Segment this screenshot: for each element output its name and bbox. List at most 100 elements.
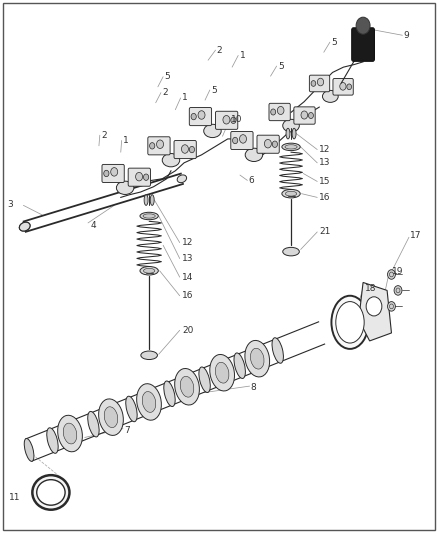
Text: 19: 19: [392, 268, 403, 276]
Ellipse shape: [336, 302, 364, 343]
Ellipse shape: [285, 145, 297, 149]
Text: 16: 16: [319, 193, 331, 202]
Text: 9: 9: [403, 31, 409, 40]
Text: 18: 18: [365, 284, 376, 293]
Text: 3: 3: [7, 200, 13, 209]
Circle shape: [181, 145, 188, 154]
Ellipse shape: [286, 128, 290, 139]
Text: 5: 5: [164, 72, 170, 81]
Ellipse shape: [47, 428, 58, 453]
Circle shape: [136, 172, 143, 181]
Ellipse shape: [137, 384, 161, 420]
Circle shape: [104, 170, 109, 176]
Ellipse shape: [175, 368, 199, 405]
FancyBboxPatch shape: [294, 107, 315, 124]
Text: 12: 12: [182, 238, 193, 247]
FancyBboxPatch shape: [309, 75, 330, 92]
FancyBboxPatch shape: [148, 137, 170, 155]
Ellipse shape: [251, 348, 264, 369]
Ellipse shape: [272, 338, 283, 364]
Circle shape: [156, 140, 163, 149]
Text: 15: 15: [319, 177, 331, 186]
Ellipse shape: [117, 181, 134, 195]
Ellipse shape: [24, 439, 34, 462]
FancyBboxPatch shape: [215, 111, 238, 130]
Text: 2: 2: [101, 131, 107, 140]
Circle shape: [347, 84, 352, 90]
Ellipse shape: [282, 143, 300, 151]
Text: 11: 11: [9, 493, 20, 502]
Ellipse shape: [143, 214, 155, 218]
Circle shape: [198, 111, 205, 119]
Circle shape: [301, 111, 307, 119]
Ellipse shape: [282, 189, 300, 198]
Ellipse shape: [142, 392, 156, 413]
Ellipse shape: [215, 362, 229, 383]
Ellipse shape: [199, 367, 210, 392]
Text: 7: 7: [124, 426, 130, 435]
Circle shape: [318, 78, 324, 86]
Text: 2: 2: [162, 88, 168, 97]
Circle shape: [277, 107, 284, 115]
Text: 1: 1: [182, 93, 187, 102]
Circle shape: [265, 140, 272, 148]
Text: 6: 6: [249, 176, 254, 185]
Circle shape: [271, 109, 276, 115]
Circle shape: [366, 297, 382, 316]
Ellipse shape: [283, 119, 299, 132]
Ellipse shape: [126, 396, 137, 422]
Circle shape: [189, 147, 194, 153]
FancyBboxPatch shape: [269, 103, 290, 120]
Text: 10: 10: [231, 115, 243, 124]
Ellipse shape: [19, 222, 30, 231]
Ellipse shape: [245, 341, 270, 377]
Ellipse shape: [37, 480, 65, 505]
Circle shape: [340, 83, 346, 90]
Circle shape: [356, 17, 370, 34]
FancyBboxPatch shape: [231, 132, 253, 150]
Ellipse shape: [332, 296, 368, 349]
Text: 4: 4: [90, 221, 96, 230]
Ellipse shape: [177, 175, 187, 183]
Ellipse shape: [283, 247, 299, 256]
Ellipse shape: [388, 302, 396, 311]
Ellipse shape: [204, 124, 221, 138]
Text: 14: 14: [182, 273, 193, 281]
Text: 13: 13: [319, 158, 331, 167]
FancyBboxPatch shape: [352, 28, 374, 61]
Ellipse shape: [292, 128, 296, 139]
Ellipse shape: [210, 354, 234, 391]
FancyBboxPatch shape: [189, 108, 212, 126]
FancyBboxPatch shape: [102, 165, 124, 182]
Ellipse shape: [162, 154, 180, 167]
Ellipse shape: [322, 91, 338, 102]
Text: 5: 5: [211, 85, 217, 94]
Circle shape: [240, 135, 247, 143]
Ellipse shape: [394, 286, 402, 295]
Circle shape: [150, 143, 155, 149]
Ellipse shape: [245, 148, 263, 161]
Ellipse shape: [234, 353, 245, 378]
Circle shape: [272, 141, 278, 148]
Ellipse shape: [99, 399, 124, 435]
Ellipse shape: [58, 415, 82, 452]
Polygon shape: [359, 282, 392, 341]
Circle shape: [233, 138, 238, 144]
Ellipse shape: [63, 423, 77, 444]
Text: 8: 8: [251, 383, 256, 392]
Ellipse shape: [180, 376, 194, 397]
Ellipse shape: [164, 381, 175, 407]
Circle shape: [308, 112, 314, 118]
Circle shape: [111, 167, 118, 176]
Text: 20: 20: [182, 326, 193, 335]
Text: 1: 1: [123, 136, 129, 145]
Text: 21: 21: [319, 228, 331, 237]
Text: 5: 5: [331, 38, 337, 47]
Text: 12: 12: [319, 145, 331, 154]
Text: 13: 13: [182, 254, 194, 263]
Ellipse shape: [140, 266, 158, 275]
FancyBboxPatch shape: [257, 135, 279, 154]
Ellipse shape: [32, 475, 70, 510]
Text: 5: 5: [278, 62, 284, 70]
Ellipse shape: [150, 195, 154, 205]
